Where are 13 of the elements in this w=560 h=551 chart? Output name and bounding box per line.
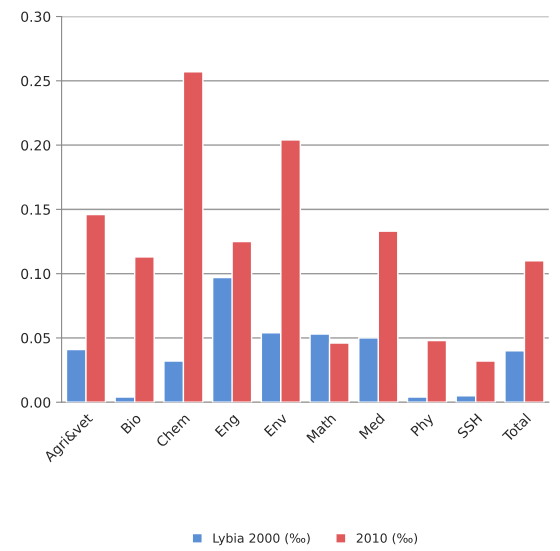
legend-label: Lybia 2000 (‰) [213, 533, 310, 546]
y-tick-label: 0.30 [21, 12, 50, 22]
y-tick-label: 0.05 [21, 332, 50, 344]
y-tick-label: 0.20 [21, 140, 50, 151]
y-tick-label: 0.25 [21, 76, 50, 86]
x-tick-label: Env [264, 412, 288, 437]
x-tick-label: Eng [214, 413, 241, 440]
y-tick-label: 0.10 [21, 268, 50, 280]
y-tick-label: 0.15 [21, 204, 50, 215]
y-tick-label: 0.00 [21, 397, 50, 408]
x-tick-label: Phy [410, 412, 436, 438]
x-tick-label: Bio [120, 412, 142, 434]
legend-label: 2010 (‰) [356, 533, 418, 544]
